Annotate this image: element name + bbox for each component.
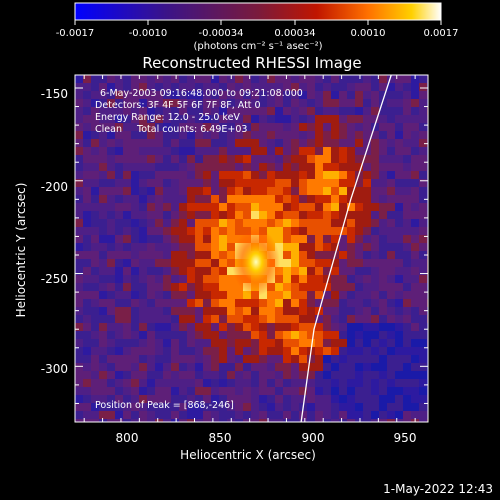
y-tick-label: -200 bbox=[41, 180, 68, 194]
detectors-text: Detectors: 3F 4F 5F 6F 7F 8F, Att 0 bbox=[95, 100, 261, 111]
figure-title: Reconstructed RHESSI Image bbox=[142, 54, 361, 72]
x-axis-label: Heliocentric X (arcsec) bbox=[180, 448, 316, 462]
rhessi-image bbox=[75, 75, 428, 422]
axis-ticks bbox=[75, 75, 428, 423]
colorbar-units: (photons cm⁻² s⁻¹ asec⁻²) bbox=[193, 41, 322, 52]
y-tick-label: -300 bbox=[41, 362, 68, 376]
colorbar-tick-label: 0.00034 bbox=[274, 28, 315, 39]
colorbar-tick-label: 0.0017 bbox=[424, 28, 459, 39]
colorbar bbox=[74, 2, 442, 21]
x-tick-label: 900 bbox=[302, 431, 325, 445]
y-tick-label: -250 bbox=[41, 272, 68, 286]
time-range-text: 6-May-2003 09:16:48.000 to 09:21:08.000 bbox=[100, 88, 303, 99]
peak-position-text: Position of Peak = [868,-246] bbox=[95, 400, 234, 411]
y-axis-label: Heliocentric Y (arcsec) bbox=[14, 183, 28, 318]
x-tick-label: 850 bbox=[209, 431, 232, 445]
colorbar-tick-label: -0.00034 bbox=[199, 28, 244, 39]
plot-frame bbox=[74, 74, 429, 423]
y-tick-label: -150 bbox=[41, 87, 68, 101]
solar-limb-curve bbox=[300, 75, 392, 422]
colorbar-tick-label: 0.0010 bbox=[351, 28, 386, 39]
colorbar-tick-label: -0.0017 bbox=[56, 28, 95, 39]
colorbar-ticks bbox=[74, 20, 442, 25]
render-timestamp: 1-May-2022 12:43 bbox=[383, 482, 493, 496]
clean-counts-text: Clean Total counts: 6.49E+03 bbox=[95, 124, 247, 135]
x-tick-label: 950 bbox=[394, 431, 417, 445]
energy-range-text: Energy Range: 12.0 - 25.0 keV bbox=[95, 112, 240, 123]
x-tick-label: 800 bbox=[116, 431, 139, 445]
colorbar-tick-label: -0.0010 bbox=[129, 28, 168, 39]
